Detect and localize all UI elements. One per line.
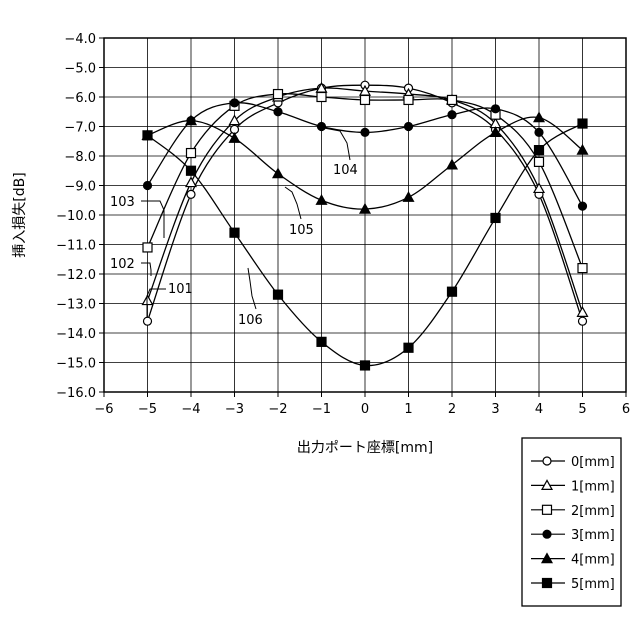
legend-marker-3	[543, 530, 551, 538]
legend-label-0: 0[mm]	[571, 455, 615, 470]
x-tick-label: −1	[312, 402, 331, 417]
y-tick-label: −8.0	[64, 150, 96, 165]
data-point-series-2	[361, 95, 370, 104]
y-tick-label: −15.0	[56, 357, 96, 372]
data-point-series-3	[448, 111, 456, 119]
data-point-series-4	[273, 169, 283, 178]
y-tick-label: −10.0	[56, 209, 96, 224]
data-point-series-0	[187, 190, 195, 198]
data-point-series-5	[361, 361, 370, 370]
y-tick-label: −13.0	[56, 298, 96, 313]
data-point-series-3	[405, 123, 413, 131]
x-tick-label: 3	[491, 402, 499, 417]
callout-leader-105	[285, 187, 301, 219]
data-point-series-2	[535, 157, 544, 166]
y-axis-title: 挿入損失[dB]	[12, 172, 28, 257]
callout-leader-103	[141, 201, 164, 238]
callout-label-103: 103	[110, 195, 135, 210]
x-tick-label: −6	[94, 402, 113, 417]
callout-label-105: 105	[289, 223, 314, 238]
data-point-series-3	[274, 108, 282, 116]
data-point-series-4	[404, 192, 414, 201]
callout-label-102: 102	[110, 257, 135, 272]
data-point-series-3	[579, 202, 587, 210]
y-tick-label: −5.0	[64, 62, 96, 77]
data-point-series-2	[143, 243, 152, 252]
data-point-series-5	[317, 337, 326, 346]
data-point-series-5	[143, 131, 152, 140]
data-point-series-5	[448, 287, 457, 296]
legend-marker-5	[543, 579, 552, 588]
x-tick-label: −4	[181, 402, 200, 417]
data-point-series-5	[230, 228, 239, 237]
legend-label-5: 5[mm]	[571, 577, 615, 592]
x-axis-title: 出力ポート座標[mm]	[297, 440, 433, 456]
data-point-series-5	[274, 290, 283, 299]
y-tick-label: −4.0	[64, 32, 96, 47]
data-point-series-5	[578, 119, 587, 128]
callout-leader-104	[324, 128, 350, 160]
data-point-series-2	[578, 264, 587, 273]
legend-label-3: 3[mm]	[571, 528, 615, 543]
data-point-series-5	[187, 166, 196, 175]
legend-label-2: 2[mm]	[571, 504, 615, 519]
data-point-series-3	[535, 128, 543, 136]
legend-marker-2	[543, 505, 552, 514]
legend-marker-0	[543, 457, 551, 465]
legend-label-4: 4[mm]	[571, 553, 615, 568]
data-point-series-3	[318, 123, 326, 131]
y-tick-label: −12.0	[56, 268, 96, 283]
data-point-series-3	[361, 128, 369, 136]
data-point-series-0	[579, 317, 587, 325]
axis-ticks: −6 −5 −4 −3 −2 −1 0 1 2 3 4 5 6 −4.0 −5.0 −6.0 −7.0 −8.0 −…	[56, 32, 630, 417]
x-tick-label: 4	[535, 402, 543, 417]
x-tick-label: 5	[578, 402, 586, 417]
data-point-series-2	[317, 93, 326, 102]
data-point-series-4	[317, 195, 327, 204]
y-tick-label: −7.0	[64, 121, 96, 136]
data-point-series-5	[491, 213, 500, 222]
x-tick-label: −5	[138, 402, 157, 417]
callout-label-101: 101	[168, 282, 193, 297]
data-point-series-0	[144, 317, 152, 325]
x-tick-label: 2	[448, 402, 456, 417]
data-point-series-4	[230, 133, 240, 142]
data-point-series-3	[144, 182, 152, 190]
y-tick-label: −6.0	[64, 91, 96, 106]
legend: 0[mm] 1[mm] 2[mm] 3[mm] 4[mm] 5[mm]	[522, 438, 621, 606]
data-point-series-2	[404, 95, 413, 104]
data-point-series-3	[231, 99, 239, 107]
legend-label-1: 1[mm]	[571, 479, 615, 494]
data-point-series-4	[447, 160, 457, 169]
x-tick-label: 6	[622, 402, 630, 417]
data-point-series-2	[274, 90, 283, 99]
x-tick-label: −2	[268, 402, 287, 417]
y-tick-label: −14.0	[56, 327, 96, 342]
data-point-series-3	[492, 105, 500, 113]
data-point-series-2	[187, 149, 196, 158]
x-tick-label: 0	[361, 402, 369, 417]
data-point-series-1	[186, 178, 196, 187]
x-tick-label: −3	[225, 402, 244, 417]
y-tick-label: −16.0	[56, 386, 96, 401]
callout-label-106: 106	[238, 313, 263, 328]
data-point-series-5	[535, 146, 544, 155]
y-tick-label: −11.0	[56, 239, 96, 254]
x-tick-label: 1	[404, 402, 412, 417]
data-point-series-2	[448, 95, 457, 104]
y-tick-label: −9.0	[64, 180, 96, 195]
callout-label-104: 104	[333, 163, 358, 178]
data-point-series-5	[404, 343, 413, 352]
